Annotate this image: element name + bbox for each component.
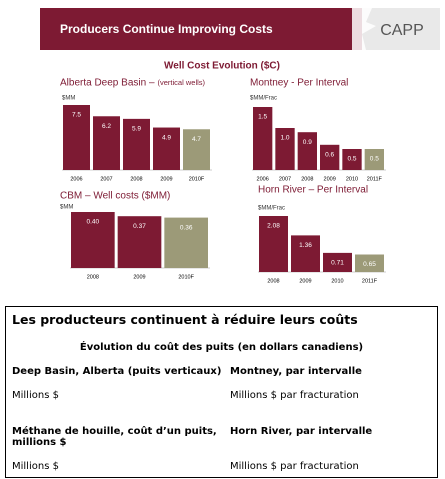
chart-title: Montney - Per Interval: [250, 78, 348, 89]
bar: [123, 118, 150, 170]
value-label: 1.36: [299, 242, 312, 249]
x-tick-label: 2010F: [189, 176, 205, 182]
unit-label: $MM: [62, 96, 75, 102]
leaf-shape: [352, 8, 376, 50]
item-unit: Millions $: [12, 390, 59, 401]
value-label: 1.5: [258, 114, 267, 121]
x-tick-label: 2008: [267, 278, 279, 284]
x-tick-label: 2010: [346, 176, 358, 182]
x-tick-label: 2009: [324, 176, 336, 182]
bar: [297, 132, 317, 170]
x-tick-label: 2011F: [367, 176, 383, 182]
translation-box: [5, 306, 438, 478]
item-heading: Deep Basin, Alberta (puits verticaux): [12, 366, 222, 377]
x-tick-label: 2010F: [178, 274, 194, 280]
value-label: 0.9: [303, 139, 312, 146]
x-tick-label: 2009: [160, 176, 172, 182]
header-title: Producers Continue Improving Costs: [60, 22, 273, 36]
item-heading: Méthane de houille, coût d’un puits, mil…: [12, 426, 217, 448]
subtitle: Well Cost Evolution ($C): [164, 61, 280, 72]
unit-label: $MM: [60, 205, 73, 211]
item-unit: Millions $ par fracturation: [230, 390, 359, 401]
bar: [320, 144, 340, 170]
bar: [93, 116, 120, 170]
bar: [355, 254, 384, 272]
value-label: 5.9: [132, 126, 141, 133]
x-tick-label: 2009: [299, 278, 311, 284]
x-tick-label: 2008: [130, 176, 142, 182]
item-heading: Horn River, par intervalle: [230, 426, 373, 437]
chart-title: Alberta Deep Basin –: [60, 78, 155, 89]
bar: [253, 107, 273, 170]
x-tick-label: 2006: [70, 176, 82, 182]
bar: [275, 128, 295, 170]
chart-title: CBM – Well costs ($MM): [60, 191, 170, 202]
bar: [153, 127, 180, 170]
value-label: 0.6: [325, 152, 334, 159]
bar: [71, 212, 115, 268]
value-label: 0.40: [87, 219, 100, 226]
value-label: 0.5: [347, 156, 356, 163]
unit-label: $MM/Frac: [258, 206, 285, 212]
translation-subtitle: Évolution du coût des puits (en dollars …: [79, 342, 364, 353]
bar: [63, 105, 90, 170]
logo-band: [362, 8, 440, 50]
bar: [117, 216, 162, 268]
item-unit: Millions $ par fracturation: [230, 461, 359, 472]
x-tick-label: 2010: [331, 278, 343, 284]
bar: [259, 216, 288, 272]
value-label: 6.2: [102, 123, 111, 130]
value-label: 2.08: [267, 223, 280, 230]
bar: [183, 129, 210, 170]
value-label: 4.7: [192, 136, 201, 143]
chart-subtitle: (vertical wells): [158, 78, 206, 87]
x-tick-label: 2006: [257, 176, 269, 182]
item-unit: Millions $: [12, 461, 59, 472]
logo: CAPP: [380, 22, 424, 39]
unit-label: $MM/Frac: [250, 96, 277, 102]
bar: [164, 217, 208, 268]
x-tick-label: 2007: [100, 176, 112, 182]
value-label: 0.71: [331, 260, 344, 267]
x-tick-label: 2007: [279, 176, 291, 182]
item-heading: Montney, par intervalle: [230, 366, 362, 377]
value-label: 7.5: [72, 112, 81, 119]
value-label: 0.36: [180, 224, 193, 231]
translation-title: Les producteurs continuent à réduire leu…: [12, 312, 358, 327]
x-tick-label: 2011F: [362, 278, 378, 284]
bar: [342, 149, 362, 170]
x-tick-label: 2008: [87, 274, 99, 280]
bar: [364, 149, 384, 170]
x-tick-label: 2008: [301, 176, 313, 182]
chart-title: Horn River – Per Interval: [258, 185, 368, 196]
value-label: 0.5: [370, 156, 379, 163]
x-tick-label: 2009: [133, 274, 145, 280]
header-band: [40, 8, 362, 50]
slide: Producers Continue Improving Costs CAPP …: [40, 8, 440, 284]
value-label: 1.0: [280, 135, 289, 142]
bar: [323, 252, 352, 272]
value-label: 4.9: [162, 134, 171, 141]
value-label: 0.65: [363, 261, 376, 268]
value-label: 0.37: [133, 223, 146, 230]
bar: [291, 235, 320, 272]
